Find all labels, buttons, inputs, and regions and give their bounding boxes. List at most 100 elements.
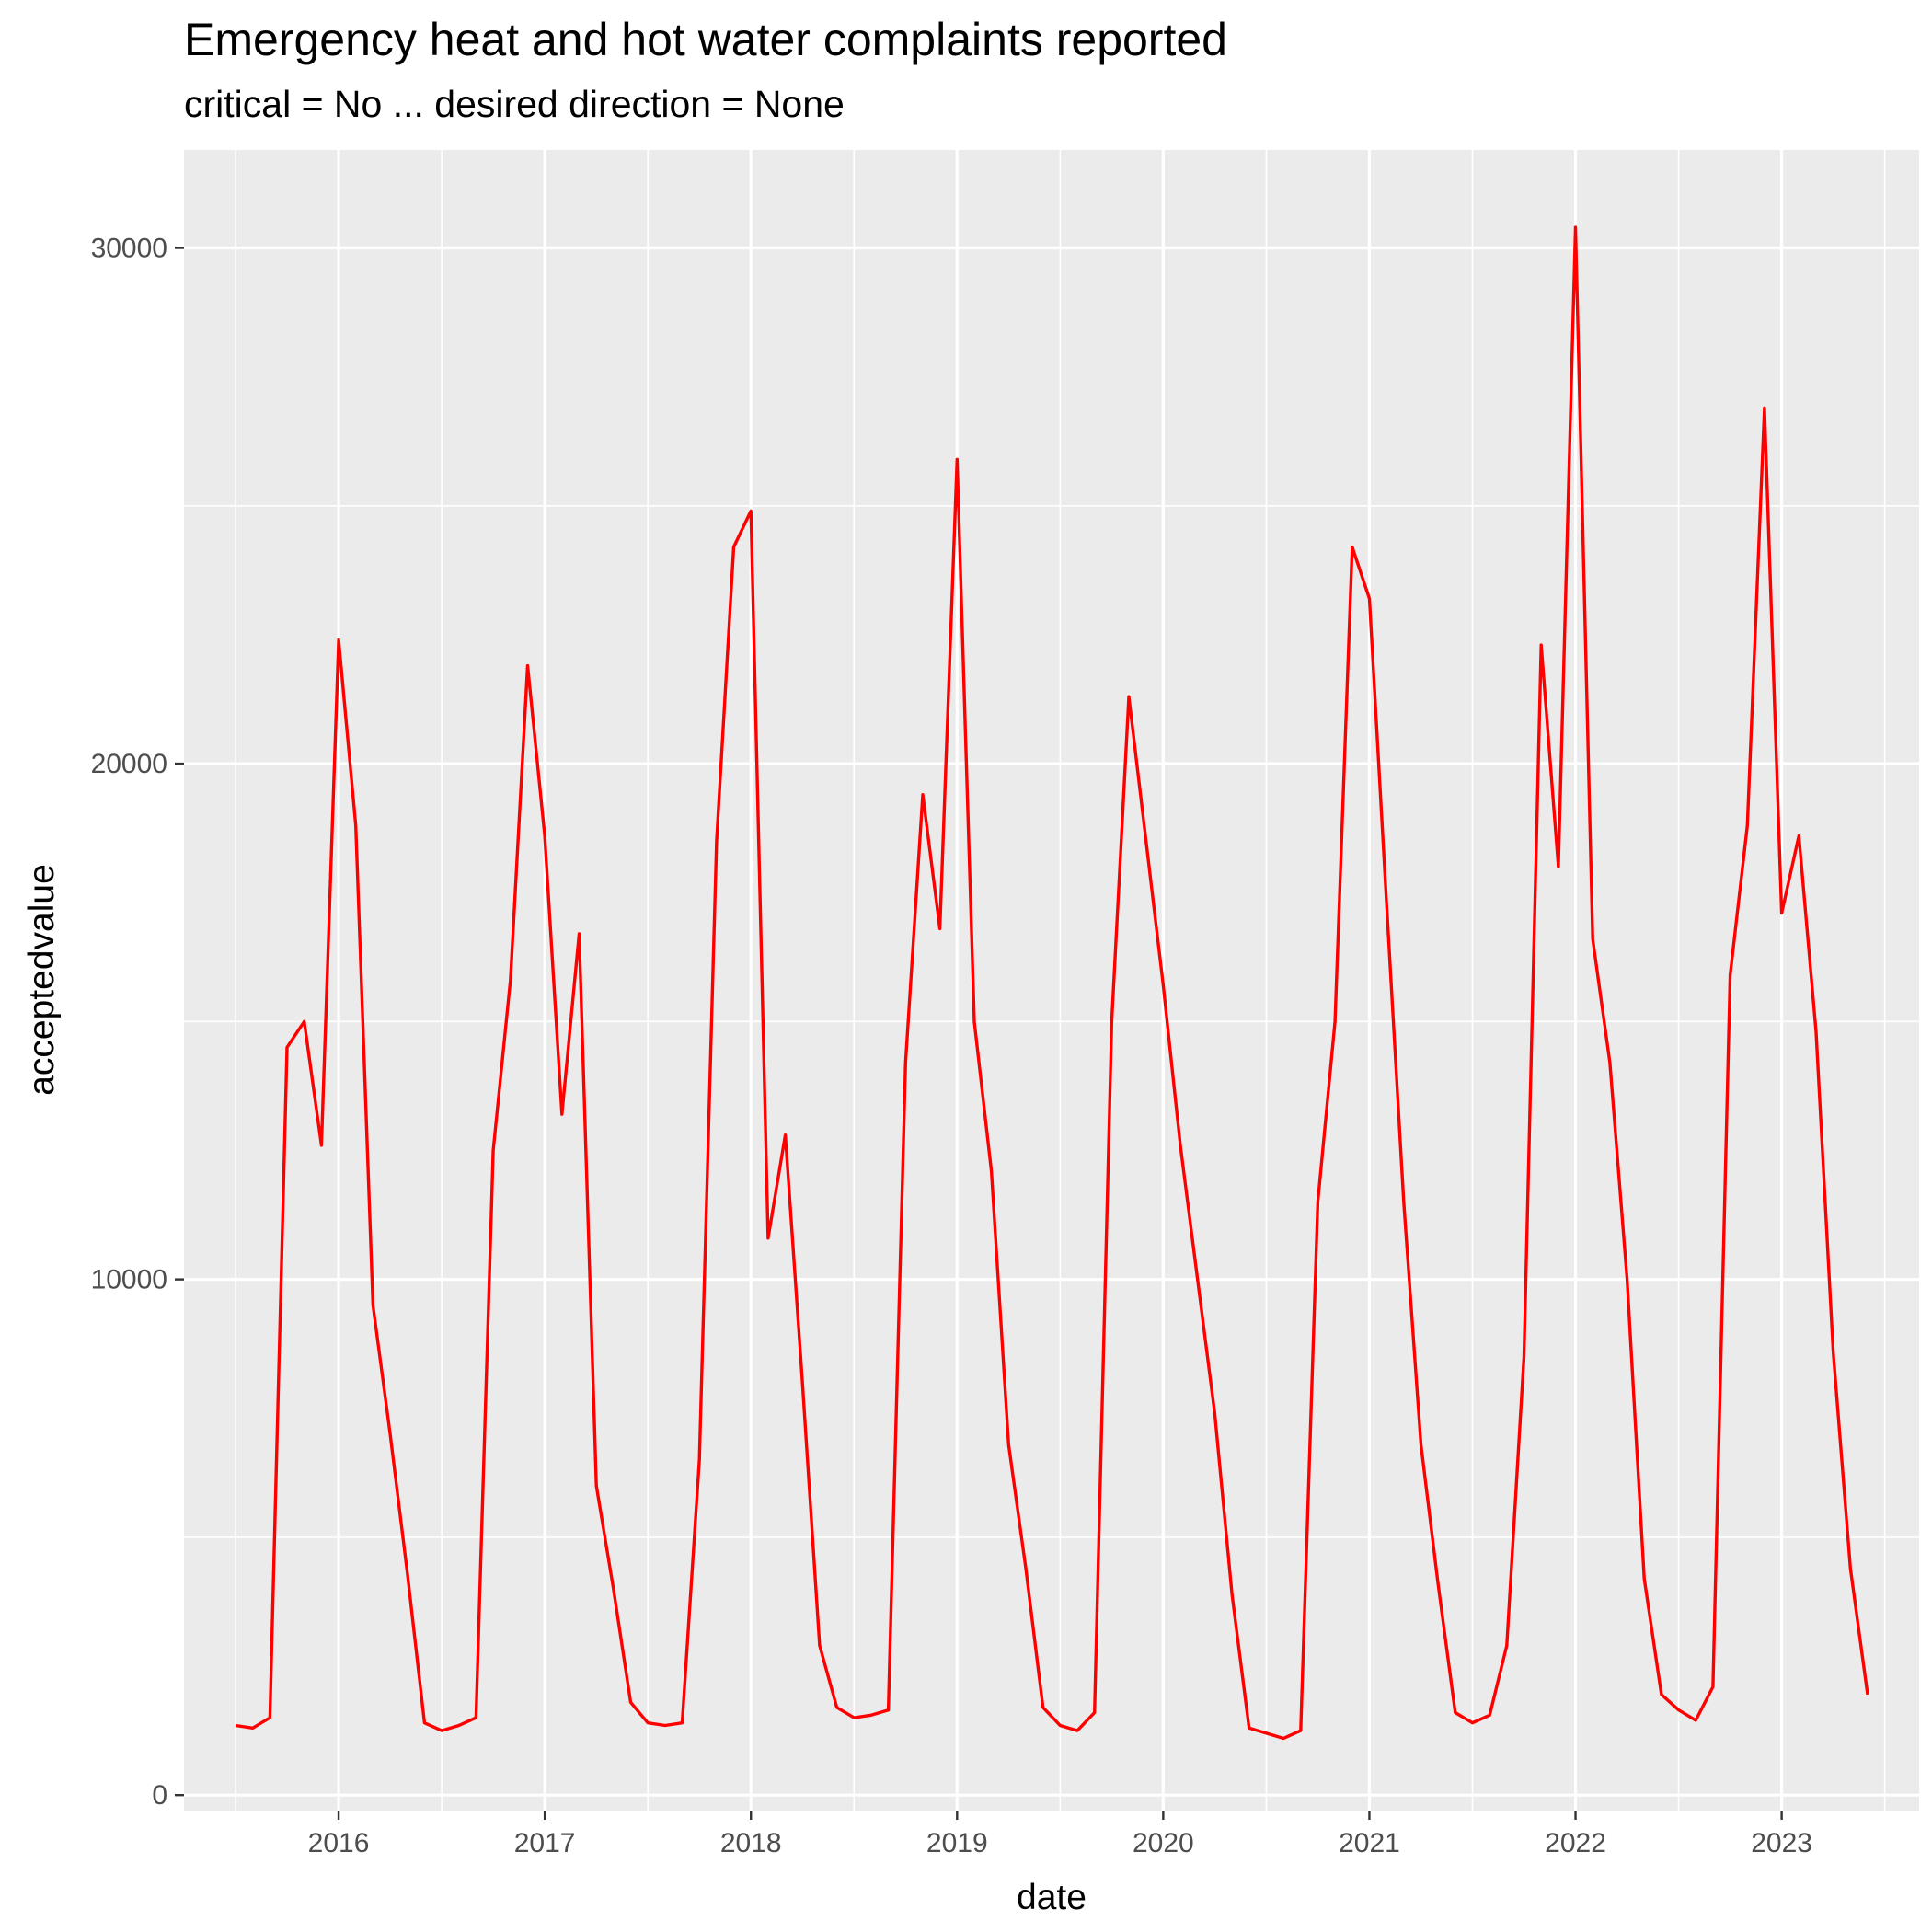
- data-point-2015-08: [250, 1725, 256, 1731]
- data-point-2022-07: [1676, 1708, 1682, 1713]
- data-point-2021-07: [1470, 1720, 1476, 1726]
- data-point-2022-03: [1607, 1060, 1613, 1065]
- data-point-2017-09: [680, 1720, 685, 1726]
- data-point-2022-09: [1710, 1685, 1716, 1690]
- data-point-2017-08: [662, 1723, 668, 1729]
- x-tick-label: 2018: [720, 1828, 782, 1858]
- data-point-2017-11: [714, 838, 719, 844]
- data-point-2020-12: [1350, 545, 1355, 550]
- data-point-2016-05: [405, 1570, 410, 1576]
- data-point-2015-11: [302, 1018, 307, 1024]
- x-tick-label: 2020: [1133, 1828, 1194, 1858]
- data-point-2021-02: [1384, 900, 1389, 905]
- data-point-2021-09: [1504, 1643, 1510, 1649]
- y-axis: 0 10000 20000 30000: [91, 234, 184, 1811]
- data-point-2019-12: [1144, 838, 1149, 844]
- data-point-2018-12: [937, 926, 943, 931]
- data-point-2019-03: [989, 1168, 995, 1174]
- data-point-2020-07: [1263, 1731, 1269, 1736]
- data-point-2020-08: [1281, 1736, 1286, 1742]
- data-point-2023-05: [1847, 1566, 1853, 1571]
- data-point-2021-04: [1419, 1442, 1424, 1447]
- data-point-2020-01: [1160, 983, 1166, 988]
- data-point-2019-11: [1126, 694, 1132, 699]
- data-point-2021-06: [1453, 1710, 1458, 1716]
- data-point-2021-11: [1538, 642, 1544, 648]
- data-point-2016-11: [508, 978, 513, 983]
- y-tick-label: 20000: [91, 749, 167, 779]
- data-point-2023-02: [1796, 834, 1801, 839]
- data-point-2019-06: [1041, 1705, 1046, 1710]
- data-point-2017-05: [611, 1586, 616, 1592]
- data-point-2016-01: [336, 638, 341, 643]
- data-point-2017-01: [542, 834, 547, 839]
- data-point-2017-12: [731, 545, 737, 550]
- data-point-2022-06: [1659, 1692, 1664, 1697]
- x-axis: 2016 2017 2018 2019 2020 2021 2022 2023: [308, 1811, 1812, 1858]
- data-point-2021-12: [1556, 864, 1561, 869]
- data-point-2021-03: [1401, 1200, 1407, 1205]
- data-point-2020-03: [1195, 1277, 1201, 1282]
- data-point-2016-09: [473, 1715, 478, 1720]
- data-point-2018-02: [765, 1236, 771, 1241]
- x-tick-label: 2021: [1339, 1828, 1400, 1858]
- data-point-2016-12: [525, 663, 531, 669]
- data-point-2015-07: [233, 1723, 238, 1729]
- data-point-2020-09: [1298, 1728, 1304, 1733]
- data-point-2023-04: [1831, 1349, 1836, 1354]
- data-point-2022-10: [1728, 972, 1733, 978]
- data-point-2021-08: [1487, 1712, 1492, 1718]
- data-point-2020-05: [1229, 1592, 1235, 1597]
- data-point-2019-09: [1092, 1710, 1098, 1716]
- data-point-2023-03: [1813, 1029, 1819, 1035]
- data-point-2022-08: [1693, 1718, 1698, 1723]
- data-point-2015-09: [267, 1715, 272, 1720]
- data-point-2021-05: [1435, 1581, 1441, 1586]
- data-point-2017-02: [559, 1111, 565, 1117]
- data-point-2019-04: [1006, 1442, 1011, 1447]
- data-point-2017-03: [577, 931, 582, 937]
- data-point-2017-07: [645, 1720, 650, 1726]
- data-point-2022-12: [1762, 405, 1767, 410]
- data-point-2018-11: [920, 792, 926, 798]
- data-point-2019-10: [1109, 1018, 1114, 1024]
- data-point-2022-11: [1744, 822, 1750, 828]
- data-point-2020-02: [1178, 1143, 1183, 1148]
- data-point-2018-08: [868, 1712, 874, 1718]
- data-point-2022-01: [1573, 224, 1579, 230]
- y-axis-title: acceptedvalue: [22, 864, 62, 1096]
- data-point-2018-07: [851, 1715, 857, 1720]
- data-point-2019-07: [1057, 1723, 1063, 1729]
- x-tick-label: 2022: [1545, 1828, 1606, 1858]
- minor-gridlines: [184, 150, 1919, 1811]
- y-tick-label: 10000: [91, 1265, 167, 1295]
- data-point-2018-04: [799, 1380, 805, 1386]
- x-tick-label: 2023: [1751, 1828, 1812, 1858]
- y-tick-label: 30000: [91, 234, 167, 264]
- data-point-2022-05: [1641, 1576, 1647, 1581]
- data-point-2016-10: [490, 1148, 496, 1154]
- data-point-2021-10: [1522, 1354, 1527, 1360]
- data-point-2016-02: [353, 822, 359, 828]
- data-point-2019-01: [954, 456, 960, 462]
- data-point-2016-06: [421, 1720, 427, 1726]
- data-point-2020-11: [1332, 1018, 1338, 1024]
- data-point-2020-10: [1315, 1200, 1320, 1205]
- data-point-2019-08: [1075, 1728, 1080, 1733]
- series-line: [235, 225, 1869, 1741]
- x-tick-label: 2019: [926, 1828, 988, 1858]
- data-point-2018-01: [748, 508, 753, 513]
- data-point-2018-10: [903, 1060, 908, 1065]
- data-point-2023-01: [1779, 911, 1785, 916]
- data-point-2018-03: [783, 1133, 788, 1138]
- chart-subtitle: critical = No ... desired direction = No…: [184, 83, 845, 125]
- data-point-2015-10: [284, 1044, 290, 1050]
- data-point-2022-04: [1625, 1277, 1630, 1282]
- data-point-2016-07: [439, 1728, 444, 1733]
- data-point-2016-04: [387, 1432, 393, 1437]
- y-tick-label: 0: [152, 1780, 167, 1811]
- data-point-2018-06: [834, 1705, 840, 1710]
- x-tick-label: 2017: [514, 1828, 576, 1858]
- major-gridlines: [184, 150, 1919, 1811]
